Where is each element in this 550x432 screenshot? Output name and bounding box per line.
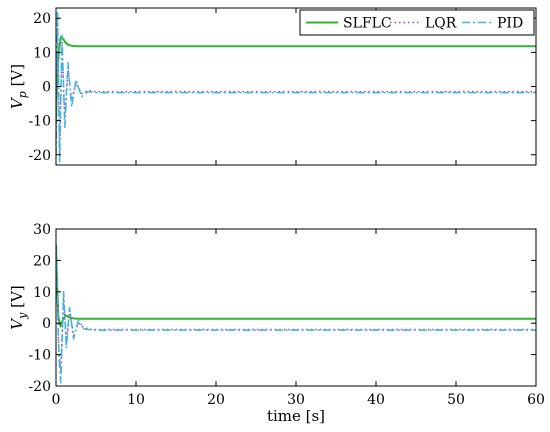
x-axis-label: time [s] — [267, 407, 325, 425]
series-group — [56, 10, 536, 163]
y-tick-label: -10 — [28, 114, 51, 130]
x-tick-label: 0 — [52, 392, 61, 408]
series-line-pid — [56, 247, 536, 384]
y-tick-label: -10 — [28, 348, 51, 364]
x-tick-label: 60 — [527, 392, 545, 408]
x-tick-label: 20 — [207, 392, 225, 408]
series-line-lqr — [56, 260, 536, 372]
x-tick-label: 10 — [127, 392, 145, 408]
series-group — [56, 244, 536, 384]
y-tick-label: 10 — [33, 45, 51, 61]
chart-panel-2: -20 -10 0 10 20 30 0 10 20 30 40 50 60 time [s] Vy [V] — [8, 222, 545, 425]
series-line-slflc — [56, 36, 536, 121]
legend-entry-lqr: LQR — [425, 16, 457, 32]
x-tick-label: 50 — [447, 392, 465, 408]
y-tick-label: 0 — [42, 316, 51, 332]
series-line-lqr — [56, 24, 536, 156]
x-tick-label: 30 — [287, 392, 305, 408]
legend-entry-pid: PID — [497, 16, 523, 32]
y-tick-label: -20 — [28, 148, 51, 164]
y-tick-label: 0 — [42, 80, 51, 96]
x-tick-label: 40 — [367, 392, 385, 408]
y-tick-label: -20 — [28, 379, 51, 395]
y-axis-label: Vp [V] — [8, 64, 29, 109]
legend-entry-slflc: SLFLC — [343, 16, 392, 32]
y-tick-label: 30 — [33, 222, 51, 238]
plot-frame — [55, 228, 537, 387]
legend: SLFLC LQR PID — [299, 9, 535, 36]
series-line-pid — [56, 10, 536, 163]
y-tick-label: 20 — [33, 253, 51, 269]
y-axis-label: Vy [V] — [8, 285, 29, 329]
y-tick-label: 20 — [33, 11, 51, 27]
y-tick-label: 10 — [33, 285, 51, 301]
series-line-slflc — [56, 244, 536, 328]
chart-panel-1: -20 -10 0 10 20 Vp [V] SLFLC LQR PID — [8, 7, 537, 166]
